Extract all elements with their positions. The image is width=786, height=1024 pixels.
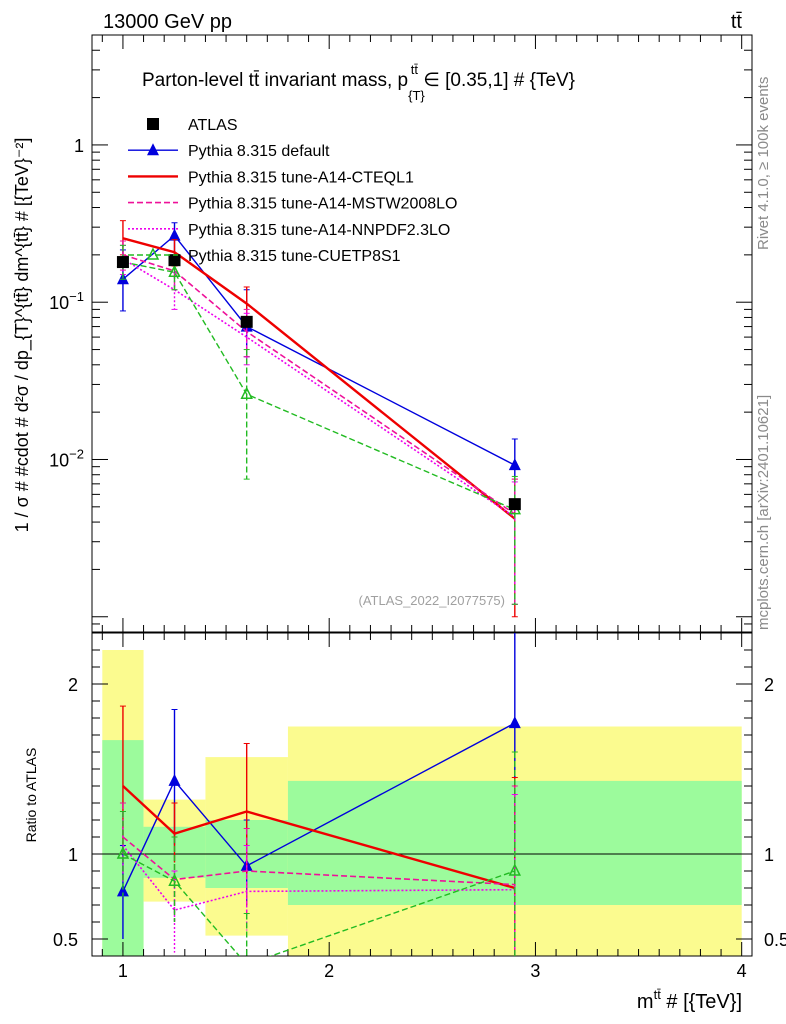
y-axis-label: 1 / σ # #cdot # d²σ / dp_{T}^{tt̄} dm^{t… (12, 138, 33, 533)
plot-title-sup: tt̄ (411, 62, 419, 77)
legend-entry-label: ATLAS (188, 117, 238, 134)
series-marker (240, 386, 253, 399)
x-axis-label: mtt̄ # [{TeV}] (637, 987, 742, 1013)
series-line (122, 237, 516, 520)
y-tick-label: 10−2 (49, 446, 84, 470)
ratio-marker (116, 884, 129, 897)
ratio-marker (242, 959, 252, 969)
series-marker (168, 228, 181, 241)
process-label: tt̄ (731, 11, 743, 33)
main-series (116, 220, 522, 618)
series-marker (508, 458, 521, 471)
x-axis-label-rest: # [{TeV}] (661, 991, 742, 1013)
series-marker (168, 264, 181, 278)
rivet-version-label: Rivet 4.1.0, ≥ 100k events (755, 77, 772, 250)
ratio-marker (116, 846, 130, 859)
atlas-data-point (168, 254, 181, 267)
analysis-watermark: (ATLAS_2022_I2077575) (359, 593, 505, 608)
energy-label: 13000 GeV pp (103, 11, 232, 33)
series-line (122, 258, 516, 518)
ratio-axes: 0.5 0.5 1 1 2 2 (53, 632, 786, 957)
plot-title-main: Parton-level tt̄ invariant mass, p (142, 70, 408, 91)
legend-entry-label: Pythia 8.315 default (188, 143, 330, 160)
x-axis-label-main: m (637, 991, 654, 1013)
ratio-y-tick-label: 0.5 (53, 930, 78, 950)
ratio-y-tick-label: 1 (68, 845, 78, 865)
legend: ATLAS Pythia 8.315 default Pythia 8.315 tu… (128, 117, 457, 265)
legend-entry-label: Pythia 8.315 tune-A14-CTEQL1 (188, 169, 414, 186)
plot-title-rest: ∈ [0.35,1] # {TeV} (418, 70, 575, 91)
legend-entry-label: Pythia 8.315 tune-CUETP8S1 (188, 248, 401, 265)
series-line (122, 234, 516, 466)
ratio-y-axis-label: Ratio to ATLAS (23, 748, 39, 843)
x-tick-label: 1 (118, 961, 128, 981)
atlas-data-point (508, 498, 521, 511)
legend-entry-label: Pythia 8.315 tune-A14-MSTW2008LO (188, 196, 457, 213)
legend-marker (147, 143, 159, 156)
y-tick-label-base: 1 (74, 136, 84, 156)
ratio-series-line (122, 853, 516, 956)
ratio-y-tick-label: 2 (68, 675, 78, 695)
plot-title: Parton-level tt̄ invariant mass, p{T} tt̄… (142, 62, 575, 103)
ratio-series-line (122, 836, 515, 886)
ratio-marker (168, 773, 181, 786)
ratio-uncertainty-bands (102, 650, 742, 956)
ratio-marker (168, 873, 181, 886)
ratio-y-tick-label-right: 0.5 (764, 930, 786, 950)
y-tick-label-exp: −2 (69, 446, 84, 461)
ratio-series-line (122, 785, 516, 890)
y-tick-label-base: 10 (49, 450, 69, 470)
main-plot-frame (91, 34, 753, 633)
x-tick-label: 4 (737, 961, 747, 981)
y-tick-label-exp: −1 (69, 289, 84, 304)
legend-marker (146, 247, 160, 260)
plot-title-sub: {T} (408, 88, 425, 103)
series-line (122, 254, 516, 515)
x-tick-label: 3 (530, 961, 540, 981)
legend-marker (147, 118, 159, 130)
y-tick-label-base: 10 (49, 293, 69, 313)
ratio-y-tick-label-right: 2 (764, 675, 774, 695)
legend-entry-label: Pythia 8.315 tune-A14-NNPDF2.3LO (188, 222, 450, 239)
ratio-marker (508, 716, 521, 729)
ratio-marker (508, 863, 522, 876)
main-axes: 110−110−21 2 3 4 (49, 34, 752, 981)
ratio-series (116, 633, 522, 969)
y-tick-label: 10−1 (49, 289, 84, 313)
x-axis-label-sup: tt̄ (654, 987, 662, 1002)
ratio-plot-frame (91, 632, 753, 957)
ratio-y-tick-label-right: 1 (764, 845, 774, 865)
y-tick-label: 1 (74, 136, 84, 156)
mcplots-label: mcplots.cern.ch [arXiv:2401.10621] (755, 395, 772, 630)
ratio-series-line (122, 845, 515, 912)
atlas-data-point (240, 315, 253, 328)
x-tick-label: 2 (324, 961, 334, 981)
atlas-data-point (116, 256, 129, 269)
